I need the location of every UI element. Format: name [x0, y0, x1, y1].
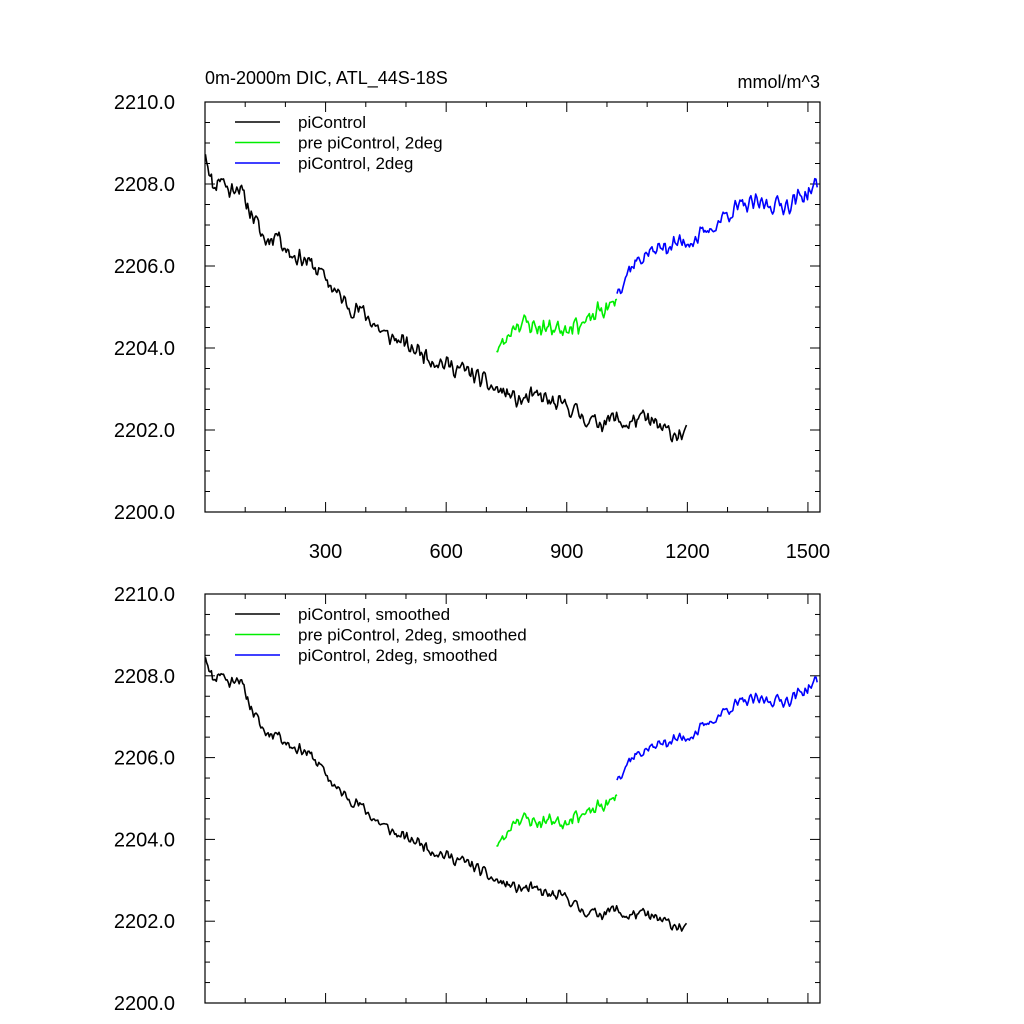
- legend-label: piControl: [298, 113, 366, 132]
- chart-title: 0m-2000m DIC, ATL_44S-18S: [205, 68, 448, 89]
- series-line-1: [204, 154, 688, 443]
- series-line-2: [496, 794, 618, 847]
- chart-panel-1: 0m-2000m DIC, ATL_44S-18S mmol/m^3 2200.0 2…: [114, 68, 830, 563]
- y-tick-label: 2204.0: [114, 829, 175, 851]
- series-line-3: [616, 676, 818, 781]
- y-tick-label: 2206.0: [114, 256, 175, 278]
- y-tick-label: 2210.0: [114, 584, 175, 606]
- legend-label: piControl, smoothed: [298, 605, 450, 624]
- y-tick-label: 2200.0: [114, 993, 175, 1015]
- y-tick-label: 2204.0: [114, 338, 175, 360]
- y-tick-label: 2202.0: [114, 420, 175, 442]
- legend-label: pre piControl, 2deg, smoothed: [298, 626, 527, 645]
- x-tick-label: 300: [309, 541, 342, 563]
- x-tick-label: 600: [429, 541, 462, 563]
- series-line-2: [496, 298, 618, 353]
- x-tick-label: 1200: [665, 541, 710, 563]
- units-label: mmol/m^3: [738, 72, 820, 92]
- y-tick-label: 2200.0: [114, 502, 175, 524]
- legend-label: pre piControl, 2deg: [298, 134, 443, 153]
- y-tick-label: 2208.0: [114, 174, 175, 196]
- y-tick-label: 2208.0: [114, 666, 175, 688]
- chart-panel-2: 2200.0 2202.0 2204.0 2206.0 2208.0 2210.0 piCo…: [114, 584, 821, 1015]
- y-tick-label: 2202.0: [114, 911, 175, 933]
- x-tick-label: 1500: [786, 541, 831, 563]
- series-line-1: [204, 657, 688, 932]
- series-line-3: [616, 177, 818, 295]
- y-tick-label: 2206.0: [114, 748, 175, 770]
- x-tick-label: 900: [550, 541, 583, 563]
- legend-label: piControl, 2deg, smoothed: [298, 646, 497, 665]
- legend-label: piControl, 2deg: [298, 154, 413, 173]
- y-tick-label: 2210.0: [114, 92, 175, 114]
